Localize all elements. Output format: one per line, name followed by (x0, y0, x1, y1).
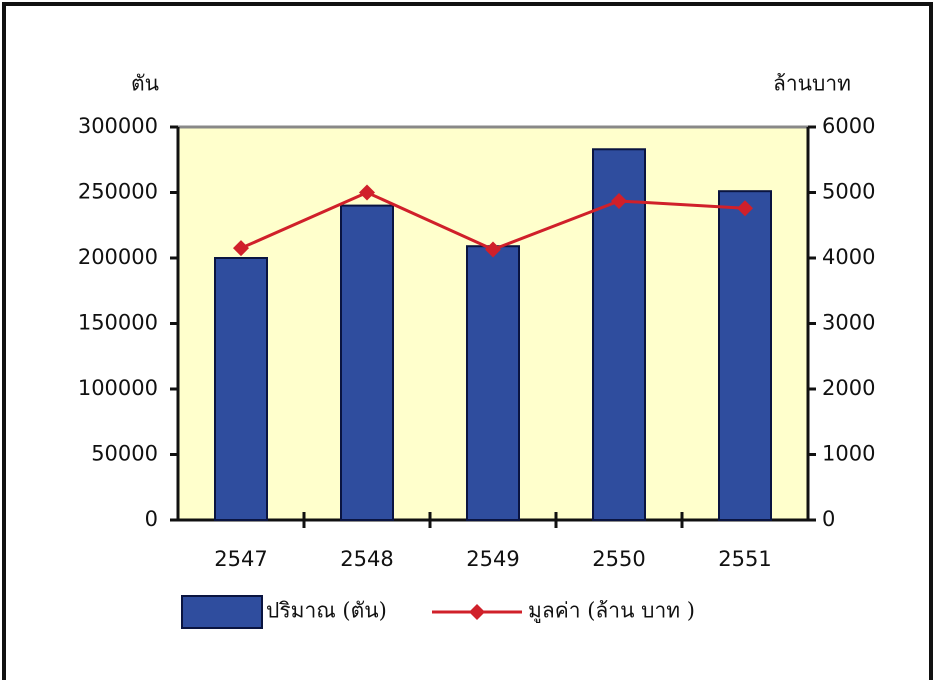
bar (467, 246, 519, 520)
bar (719, 191, 771, 520)
x-tick-label: 2548 (340, 547, 393, 571)
y2-tick-label: 3000 (822, 311, 875, 335)
y2-tick-label: 0 (822, 507, 835, 531)
y2-tick-label: 5000 (822, 180, 875, 204)
y-tick-label: 300000 (78, 114, 158, 138)
bar (341, 206, 393, 520)
bar (215, 258, 267, 520)
y2-tick-label: 6000 (822, 114, 875, 138)
y2-tick-label: 4000 (822, 245, 875, 269)
x-tick-label: 2549 (466, 547, 519, 571)
y-tick-label: 250000 (78, 180, 158, 204)
y-tick-label: 200000 (78, 245, 158, 269)
x-tick-label: 2550 (592, 547, 645, 571)
chart: ตัน ล้านบาท 0500001000001500002000002500… (0, 0, 935, 680)
x-tick-label: 2551 (718, 547, 771, 571)
legend-label: มูลค่า (ล้าน บาท ) (528, 599, 695, 624)
legend-swatch (182, 596, 262, 628)
legend-label: ปริมาณ (ตัน) (266, 599, 387, 623)
y-tick-label: 150000 (78, 311, 158, 335)
y-tick-label: 100000 (78, 376, 158, 400)
y-tick-label: 0 (145, 507, 158, 531)
y2-tick-label: 1000 (822, 442, 875, 466)
x-tick-label: 2547 (214, 547, 267, 571)
y2-axis-title: ล้านบาท (773, 72, 851, 96)
y-tick-label: 50000 (91, 442, 158, 466)
y2-tick-label: 2000 (822, 376, 875, 400)
y-axis-title: ตัน (131, 72, 159, 96)
